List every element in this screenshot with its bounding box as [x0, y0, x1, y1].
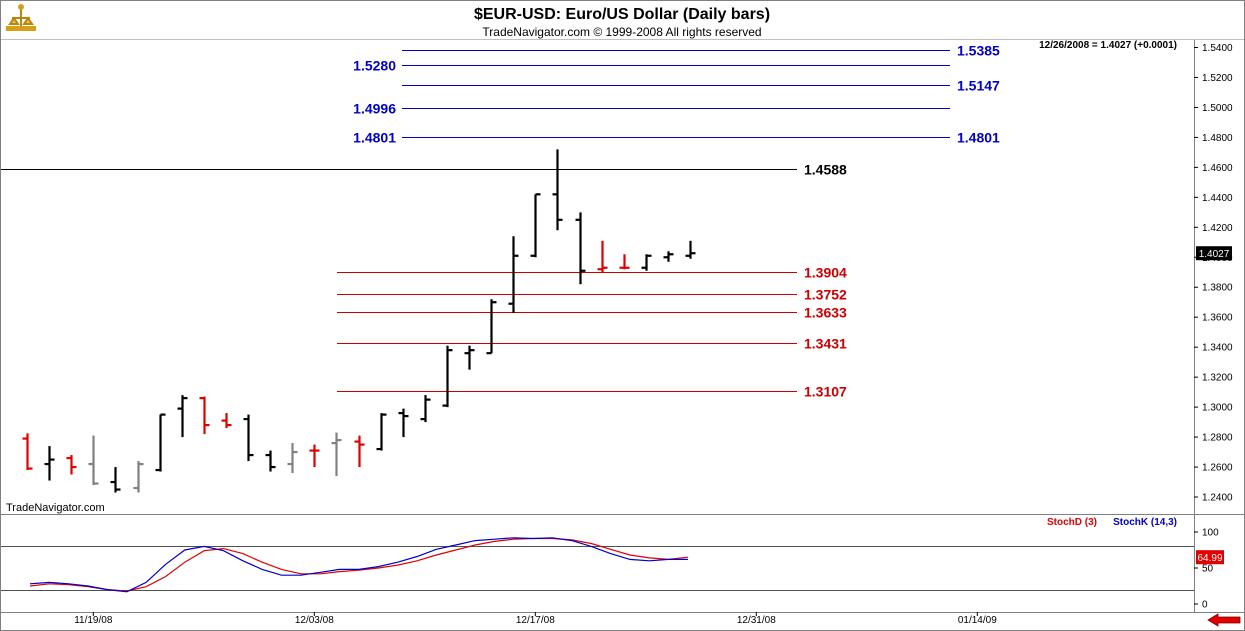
ohlc-bar	[265, 450, 276, 472]
stoch-last-marker: 64.99	[1196, 550, 1224, 565]
level-label: 1.4996	[353, 101, 396, 117]
ohlc-bar	[552, 149, 563, 231]
level-label: 1.5280	[353, 58, 396, 74]
ohlc-bar	[685, 240, 696, 259]
ohlc-bar	[221, 413, 232, 429]
ohlc-bar	[398, 408, 409, 438]
stoch-k-line	[29, 537, 688, 593]
tradenavigator-logo-icon	[6, 4, 36, 31]
ohlc-bar	[641, 254, 652, 271]
ohlc-bar	[88, 435, 99, 486]
chart-subtitle: TradeNavigator.com © 1999-2008 All right…	[482, 25, 761, 39]
time-axis: 11/19/08 12/03/08 12/17/08 12/31/08 01/14/09	[74, 612, 997, 626]
price-bars	[22, 149, 696, 493]
time-tick-label: 12/31/08	[737, 615, 776, 626]
stoch-tick-label: 100	[1202, 528, 1219, 539]
last-price-label: 1.4027	[1199, 249, 1230, 260]
price-tick-label: 1.4800	[1202, 133, 1233, 144]
stoch-k-legend: StochK (14,3)	[1113, 517, 1177, 528]
level-label: 1.4801	[353, 130, 396, 146]
ohlc-bar	[66, 455, 77, 475]
stoch-last-label: 64.99	[1197, 553, 1222, 564]
ohlc-bar	[619, 254, 630, 270]
ohlc-bar	[309, 444, 320, 468]
last-price-box	[1196, 246, 1232, 261]
price-tick-label: 1.2400	[1202, 493, 1233, 504]
time-tick-label: 12/03/08	[295, 615, 334, 626]
level-label: 1.3431	[804, 336, 847, 352]
price-axis: 1.5400 1.5200 1.5000 1.4800 1.4600 1.4400 1.42…	[1194, 43, 1233, 504]
ohlc-bar	[287, 443, 298, 474]
level-label: 1.3107	[804, 384, 847, 400]
ohlc-bar	[331, 432, 342, 477]
ohlc-bar	[442, 345, 453, 408]
ohlc-bar	[243, 414, 254, 462]
ohlc-bar	[22, 433, 33, 471]
stoch-tick-label: 0	[1202, 600, 1208, 611]
ohlc-bar	[486, 299, 497, 355]
level-label: 1.3752	[804, 287, 847, 303]
price-tick-label: 1.3200	[1202, 373, 1233, 384]
ohlc-bar	[177, 395, 188, 438]
time-tick-label: 01/14/09	[958, 615, 997, 626]
ohlc-bar	[354, 435, 365, 468]
price-tick-label: 1.4600	[1202, 163, 1233, 174]
time-tick-label: 11/19/08	[74, 615, 113, 626]
price-tick-label: 1.3000	[1202, 403, 1233, 414]
ohlc-bar	[376, 413, 387, 451]
price-tick-label: 1.2800	[1202, 433, 1233, 444]
price-tick-label: 1.4200	[1202, 223, 1233, 234]
stoch-d-line	[29, 537, 689, 592]
price-tick-label: 1.3800	[1202, 283, 1233, 294]
ohlc-bar	[508, 236, 519, 313]
ohlc-bar	[530, 193, 541, 258]
stoch-tick-label: 50	[1202, 564, 1214, 575]
price-tick-label: 1.5200	[1202, 73, 1233, 84]
ohlc-bar	[464, 345, 475, 370]
price-tick-label: 1.3600	[1202, 313, 1233, 324]
scroll-left-arrow-icon[interactable]	[1207, 613, 1241, 627]
ohlc-bar	[199, 396, 210, 435]
level-label: 1.5385	[957, 43, 1000, 59]
stoch-last-box	[1196, 550, 1224, 565]
level-label: 1.4588	[804, 162, 847, 178]
stoch-d-legend: StochD (3)	[1047, 517, 1097, 528]
ohlc-bar	[155, 413, 166, 472]
price-tick-label: 1.5400	[1202, 43, 1233, 54]
chart-title: $EUR-USD: Euro/US Dollar (Daily bars)	[474, 6, 770, 23]
price-tick-label: 1.2600	[1202, 463, 1233, 474]
time-tick-label: 12/17/08	[516, 615, 555, 626]
level-label: 1.3904	[804, 265, 847, 281]
ohlc-bar	[44, 446, 55, 481]
ohlc-bar	[575, 212, 586, 285]
watermark: TradeNavigator.com	[6, 502, 105, 514]
ohlc-bar	[133, 461, 144, 493]
stochastic-axis: 100 50 0	[1, 528, 1219, 611]
price-tick-label: 1.4400	[1202, 193, 1233, 204]
ohlc-bar	[420, 395, 431, 423]
ohlc-bar	[597, 240, 608, 273]
price-tick-label: 1.5000	[1202, 103, 1233, 114]
ohlc-bar	[110, 467, 121, 493]
level-label: 1.3633	[804, 305, 847, 321]
price-tick-label: 1.3400	[1202, 343, 1233, 354]
level-label: 1.5147	[957, 78, 1000, 94]
level-label: 1.4801	[957, 130, 1000, 146]
last-price-marker: 1.4027	[1196, 246, 1232, 261]
last-quote-readout: 12/26/2008 = 1.4027 (+0.0001)	[1039, 40, 1177, 51]
ohlc-bar	[663, 251, 674, 262]
level-lines: 1.5385 1.5280 1.5147 1.4996 1.4801 1.4801 1.45…	[1, 43, 1000, 400]
